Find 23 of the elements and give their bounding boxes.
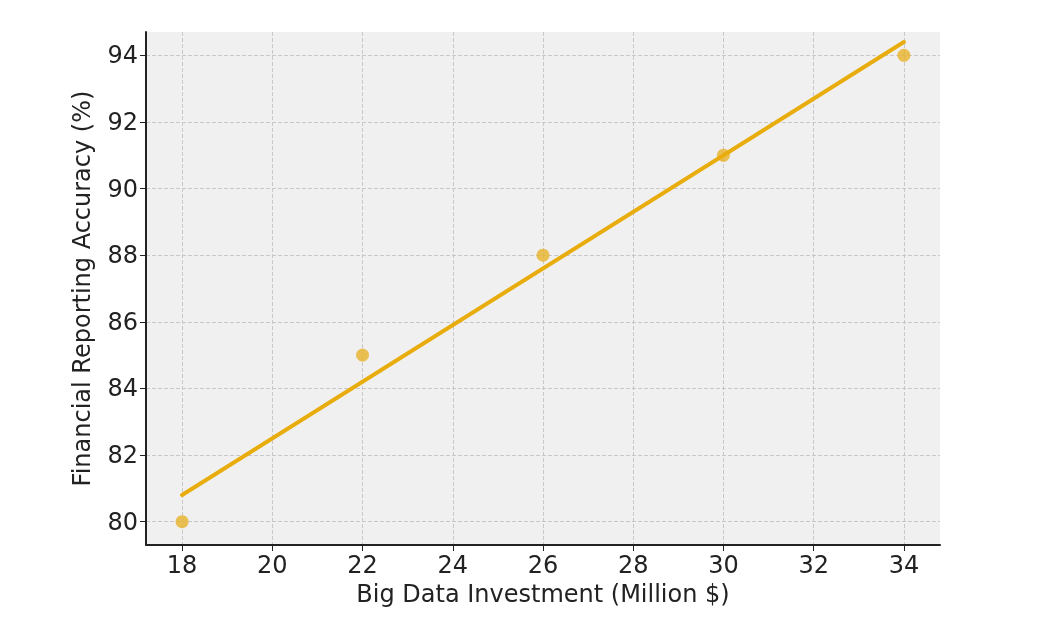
point	[175, 515, 189, 529]
y-axis-title: Financial Reporting Accuracy (%)	[68, 90, 96, 487]
y-tick-label: 88	[107, 241, 138, 270]
y-tick-label: 94	[107, 41, 138, 70]
point	[356, 348, 370, 362]
y-tick-label: 80	[107, 507, 138, 536]
x-tick-label: 28	[617, 551, 649, 579]
x-tick-label: 18	[166, 551, 198, 579]
x-tick-label: 34	[888, 551, 920, 579]
y-tick-label: 82	[107, 441, 138, 470]
y-tick-label: 92	[107, 107, 138, 136]
x-tick-label: 20	[257, 551, 288, 579]
x-tick-label: 30	[708, 551, 739, 579]
x-axis-title: Big Data Investment (Million $)	[356, 579, 730, 608]
x-tick-label: 22	[347, 551, 378, 579]
x-tick-label: 32	[798, 551, 829, 579]
x-tick-label: 26	[527, 551, 559, 579]
y-tick-label: 90	[107, 174, 138, 203]
point	[536, 248, 550, 262]
y-tick-label: 86	[107, 307, 138, 336]
y-tick-label: 84	[107, 374, 138, 403]
point	[897, 48, 911, 62]
x-tick-label: 24	[437, 551, 469, 579]
